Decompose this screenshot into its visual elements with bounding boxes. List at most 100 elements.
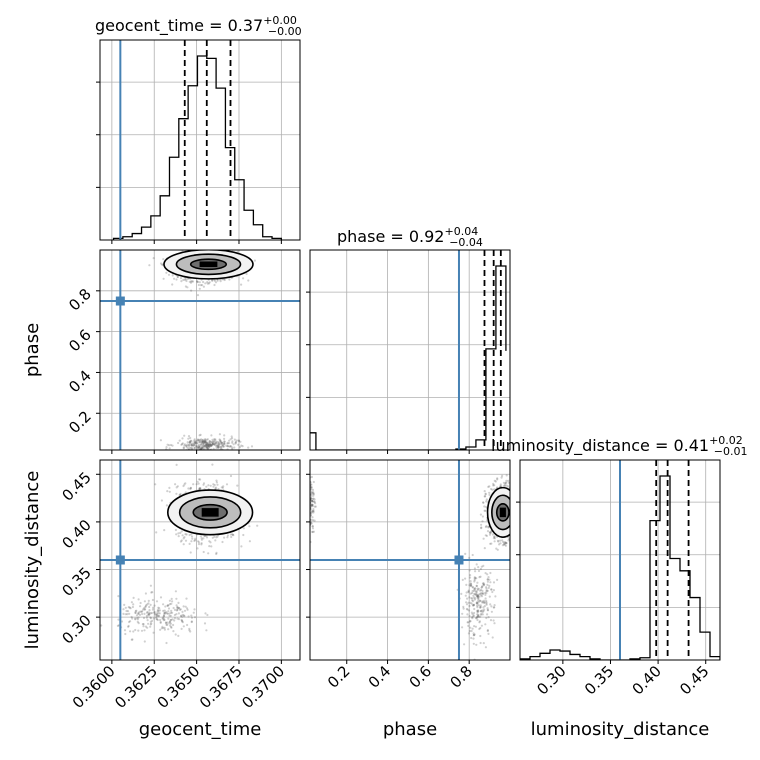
sample-point (181, 613, 184, 617)
sample-point (226, 536, 229, 539)
sample-point (511, 493, 513, 495)
sample-point (478, 621, 481, 624)
sample-point (179, 608, 182, 611)
sample-point (200, 447, 203, 450)
sample-point (514, 501, 516, 503)
sample-point (490, 487, 493, 491)
sample-point (512, 527, 514, 529)
sample-point (305, 516, 307, 518)
sample-point (142, 608, 145, 611)
sample-point (137, 622, 140, 625)
sample-point (186, 443, 189, 446)
sample-point (485, 534, 488, 538)
sample-point (159, 620, 162, 624)
sample-point (307, 506, 309, 508)
sample-point (213, 483, 216, 487)
sample-point (479, 615, 482, 618)
sample-point (511, 486, 513, 488)
sample-point (472, 614, 475, 617)
sample-point (215, 536, 218, 539)
sample-point (202, 441, 205, 444)
sample-point (153, 611, 156, 614)
sample-point (204, 446, 207, 449)
sample-point (189, 487, 192, 490)
sample-point (214, 441, 217, 444)
sample-point (157, 612, 160, 615)
sample-point (190, 620, 193, 624)
sample-point (310, 488, 313, 491)
sample-point (207, 447, 210, 450)
sample-point (474, 593, 478, 596)
title-geocent-time: geocent_time = 0.37+0.00 −0.00 (95, 14, 302, 38)
sample-point (100, 624, 103, 627)
sample-point (185, 279, 188, 283)
sample-point (242, 533, 245, 537)
sample-point (311, 525, 314, 528)
sample-point (196, 446, 199, 449)
sample-point (513, 516, 515, 518)
sample-point (310, 503, 313, 506)
sample-point (491, 636, 494, 639)
sample-point (475, 563, 478, 566)
sample-point (131, 638, 134, 641)
sample-point (476, 615, 479, 618)
sample-point (196, 281, 199, 284)
sample-point (487, 485, 490, 488)
sample-point (516, 524, 518, 526)
sample-point (471, 597, 474, 600)
sample-point (200, 538, 203, 541)
sample-point (145, 616, 148, 619)
sample-point (171, 444, 174, 447)
sample-point (155, 615, 158, 618)
sample-point (496, 478, 499, 481)
sample-point (193, 443, 196, 446)
sample-point (479, 575, 482, 578)
sample-point (172, 606, 175, 610)
sample-point (308, 519, 310, 521)
sample-point (226, 445, 229, 448)
sample-point (188, 533, 191, 537)
sample-point (143, 629, 146, 632)
sample-point (306, 461, 308, 463)
sample-point (479, 599, 482, 603)
sample-point (167, 617, 170, 620)
sample-point (134, 628, 137, 632)
sample-point (305, 504, 307, 506)
sample-point (216, 483, 219, 486)
sample-point (166, 621, 169, 624)
sample-point (194, 444, 197, 447)
sample-point (170, 625, 173, 629)
sample-point (168, 603, 172, 606)
sample-point (477, 615, 480, 618)
sample-point (220, 486, 223, 489)
sample-point (311, 503, 314, 507)
sample-point (182, 278, 185, 281)
sample-point (486, 613, 489, 616)
sample-point (471, 590, 474, 593)
sample-point (117, 595, 120, 598)
sample-point (217, 446, 220, 449)
sample-point (476, 606, 479, 609)
sample-point (151, 608, 155, 611)
sample-point (199, 284, 202, 287)
sample-point (477, 597, 480, 600)
sample-point (185, 444, 188, 447)
sample-point (174, 528, 177, 532)
sample-point (198, 438, 201, 441)
sample-point (223, 442, 226, 445)
sample-point (166, 604, 169, 607)
sample-point (310, 499, 313, 502)
sample-point (475, 577, 478, 580)
sample-point (472, 637, 475, 640)
sample-point (210, 440, 213, 444)
sample-point (307, 497, 309, 499)
sample-point (485, 505, 488, 509)
sample-point (192, 611, 195, 614)
sample-point (177, 634, 180, 638)
sample-point (208, 445, 211, 448)
sample-point (213, 535, 216, 539)
sample-point (503, 483, 507, 486)
sample-point (313, 501, 316, 504)
sample-point (225, 483, 229, 486)
sample-point (201, 446, 204, 449)
